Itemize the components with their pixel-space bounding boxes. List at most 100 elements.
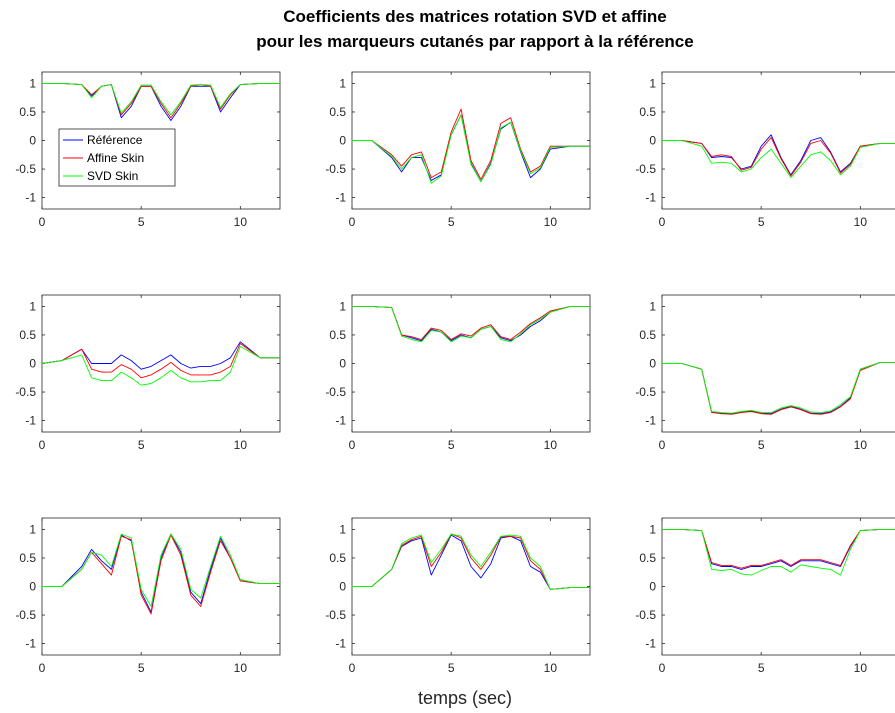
y-tick-label: 0 — [649, 580, 656, 594]
series-line-3 — [42, 533, 280, 607]
x-axis-label: temps (sec) — [418, 688, 512, 708]
series-line-3 — [352, 114, 590, 184]
x-tick-label: 10 — [854, 215, 868, 229]
x-tick-label: 5 — [758, 661, 765, 675]
y-tick-label: -0.5 — [635, 608, 656, 622]
series-line-1 — [662, 528, 895, 570]
x-tick-label: 10 — [234, 215, 248, 229]
series-line-3 — [662, 528, 895, 576]
subplot-4: 0 5 10 1 0.5 0 -0.5 -1 — [15, 294, 281, 452]
series-line-3 — [662, 140, 895, 179]
x-tick-label: 5 — [758, 438, 765, 452]
y-tick-label: 0.5 — [329, 328, 346, 342]
y-tick-label: -0.5 — [15, 385, 36, 399]
y-tick-label: 1 — [29, 522, 36, 536]
plot-area — [661, 517, 895, 656]
y-tick-label: 0.5 — [639, 551, 656, 565]
subplot-5: 0 5 10 1 0.5 0 -0.5 -1 — [325, 294, 591, 452]
figure-title-line2: pour les marqueurs cutanés par rapport à… — [256, 32, 693, 51]
y-tick-label: -1 — [645, 637, 656, 651]
plot-area — [351, 517, 591, 656]
x-tick-label: 10 — [234, 661, 248, 675]
y-tick-label: 0.5 — [19, 105, 36, 119]
y-tick-label: 0.5 — [19, 328, 36, 342]
subplot-9: 0 5 10 1 0.5 0 -0.5 -1 — [635, 517, 895, 675]
series-line-2 — [42, 343, 280, 379]
x-tick-label: 0 — [39, 215, 46, 229]
plot-area — [661, 294, 895, 433]
series-line-2 — [352, 108, 590, 180]
x-tick-label: 10 — [854, 661, 868, 675]
subplot-8: 0 5 10 1 0.5 0 -0.5 -1 — [325, 517, 591, 675]
x-tick-label: 10 — [234, 438, 248, 452]
series-line-2 — [662, 137, 895, 177]
x-tick-label: 5 — [448, 661, 455, 675]
legend-entry: Référence — [87, 133, 143, 147]
x-tick-label: 0 — [349, 215, 356, 229]
x-tick-label: 0 — [349, 661, 356, 675]
y-tick-label: -0.5 — [635, 385, 656, 399]
plot-area — [351, 294, 591, 433]
plot-area — [351, 71, 591, 210]
y-tick-label: -1 — [645, 191, 656, 205]
y-tick-label: -1 — [25, 191, 36, 205]
series-line-1 — [352, 534, 590, 590]
x-tick-label: 10 — [544, 661, 558, 675]
y-tick-label: 0.5 — [639, 328, 656, 342]
series-line-2 — [352, 533, 590, 590]
legend-entry: Affine Skin — [87, 151, 144, 165]
legend: Référence Affine Skin SVD Skin — [58, 128, 176, 187]
x-tick-label: 0 — [659, 438, 666, 452]
y-tick-label: 0 — [29, 134, 36, 148]
plot-area — [41, 517, 281, 656]
x-tick-label: 0 — [39, 438, 46, 452]
x-tick-label: 10 — [544, 438, 558, 452]
y-tick-label: -1 — [335, 191, 346, 205]
y-tick-label: 1 — [339, 299, 346, 313]
subplot-3: 0 5 10 1 0.5 0 -0.5 -1 — [635, 71, 895, 229]
y-tick-label: 0 — [29, 580, 36, 594]
series-line-2 — [662, 528, 895, 569]
x-tick-label: 0 — [39, 661, 46, 675]
series-line-1 — [662, 134, 895, 176]
y-tick-label: -0.5 — [325, 608, 346, 622]
x-tick-label: 5 — [138, 438, 145, 452]
x-tick-label: 10 — [854, 438, 868, 452]
legend-entry: SVD Skin — [87, 169, 138, 183]
series-line-2 — [42, 82, 280, 119]
series-line-2 — [352, 305, 590, 340]
y-tick-label: -0.5 — [15, 162, 36, 176]
y-tick-label: -1 — [25, 414, 36, 428]
y-tick-label: -1 — [645, 414, 656, 428]
y-tick-label: 1 — [339, 522, 346, 536]
x-tick-label: 5 — [448, 438, 455, 452]
y-tick-label: 0 — [339, 134, 346, 148]
series-line-3 — [352, 305, 590, 343]
y-tick-label: -0.5 — [325, 162, 346, 176]
y-tick-label: 1 — [29, 76, 36, 90]
x-tick-label: 5 — [448, 215, 455, 229]
y-tick-label: 0.5 — [329, 551, 346, 565]
y-tick-label: 0.5 — [19, 551, 36, 565]
y-tick-label: 0 — [649, 357, 656, 371]
y-tick-label: 1 — [649, 522, 656, 536]
y-tick-label: 0 — [649, 134, 656, 148]
series-line-1 — [42, 341, 280, 370]
x-tick-label: 5 — [758, 215, 765, 229]
series-line-3 — [42, 345, 280, 386]
plot-area — [661, 71, 895, 210]
y-tick-label: 0.5 — [639, 105, 656, 119]
x-tick-label: 0 — [659, 661, 666, 675]
y-tick-label: 1 — [649, 299, 656, 313]
series-line-2 — [42, 534, 280, 615]
plot-area — [41, 294, 281, 433]
subplot-2: 0 5 10 1 0.5 0 -0.5 -1 — [325, 71, 591, 229]
y-tick-label: -1 — [25, 637, 36, 651]
x-tick-label: 10 — [544, 215, 558, 229]
y-tick-label: -0.5 — [635, 162, 656, 176]
y-tick-label: -1 — [335, 414, 346, 428]
y-tick-label: 0.5 — [329, 105, 346, 119]
series-line-3 — [42, 82, 280, 116]
